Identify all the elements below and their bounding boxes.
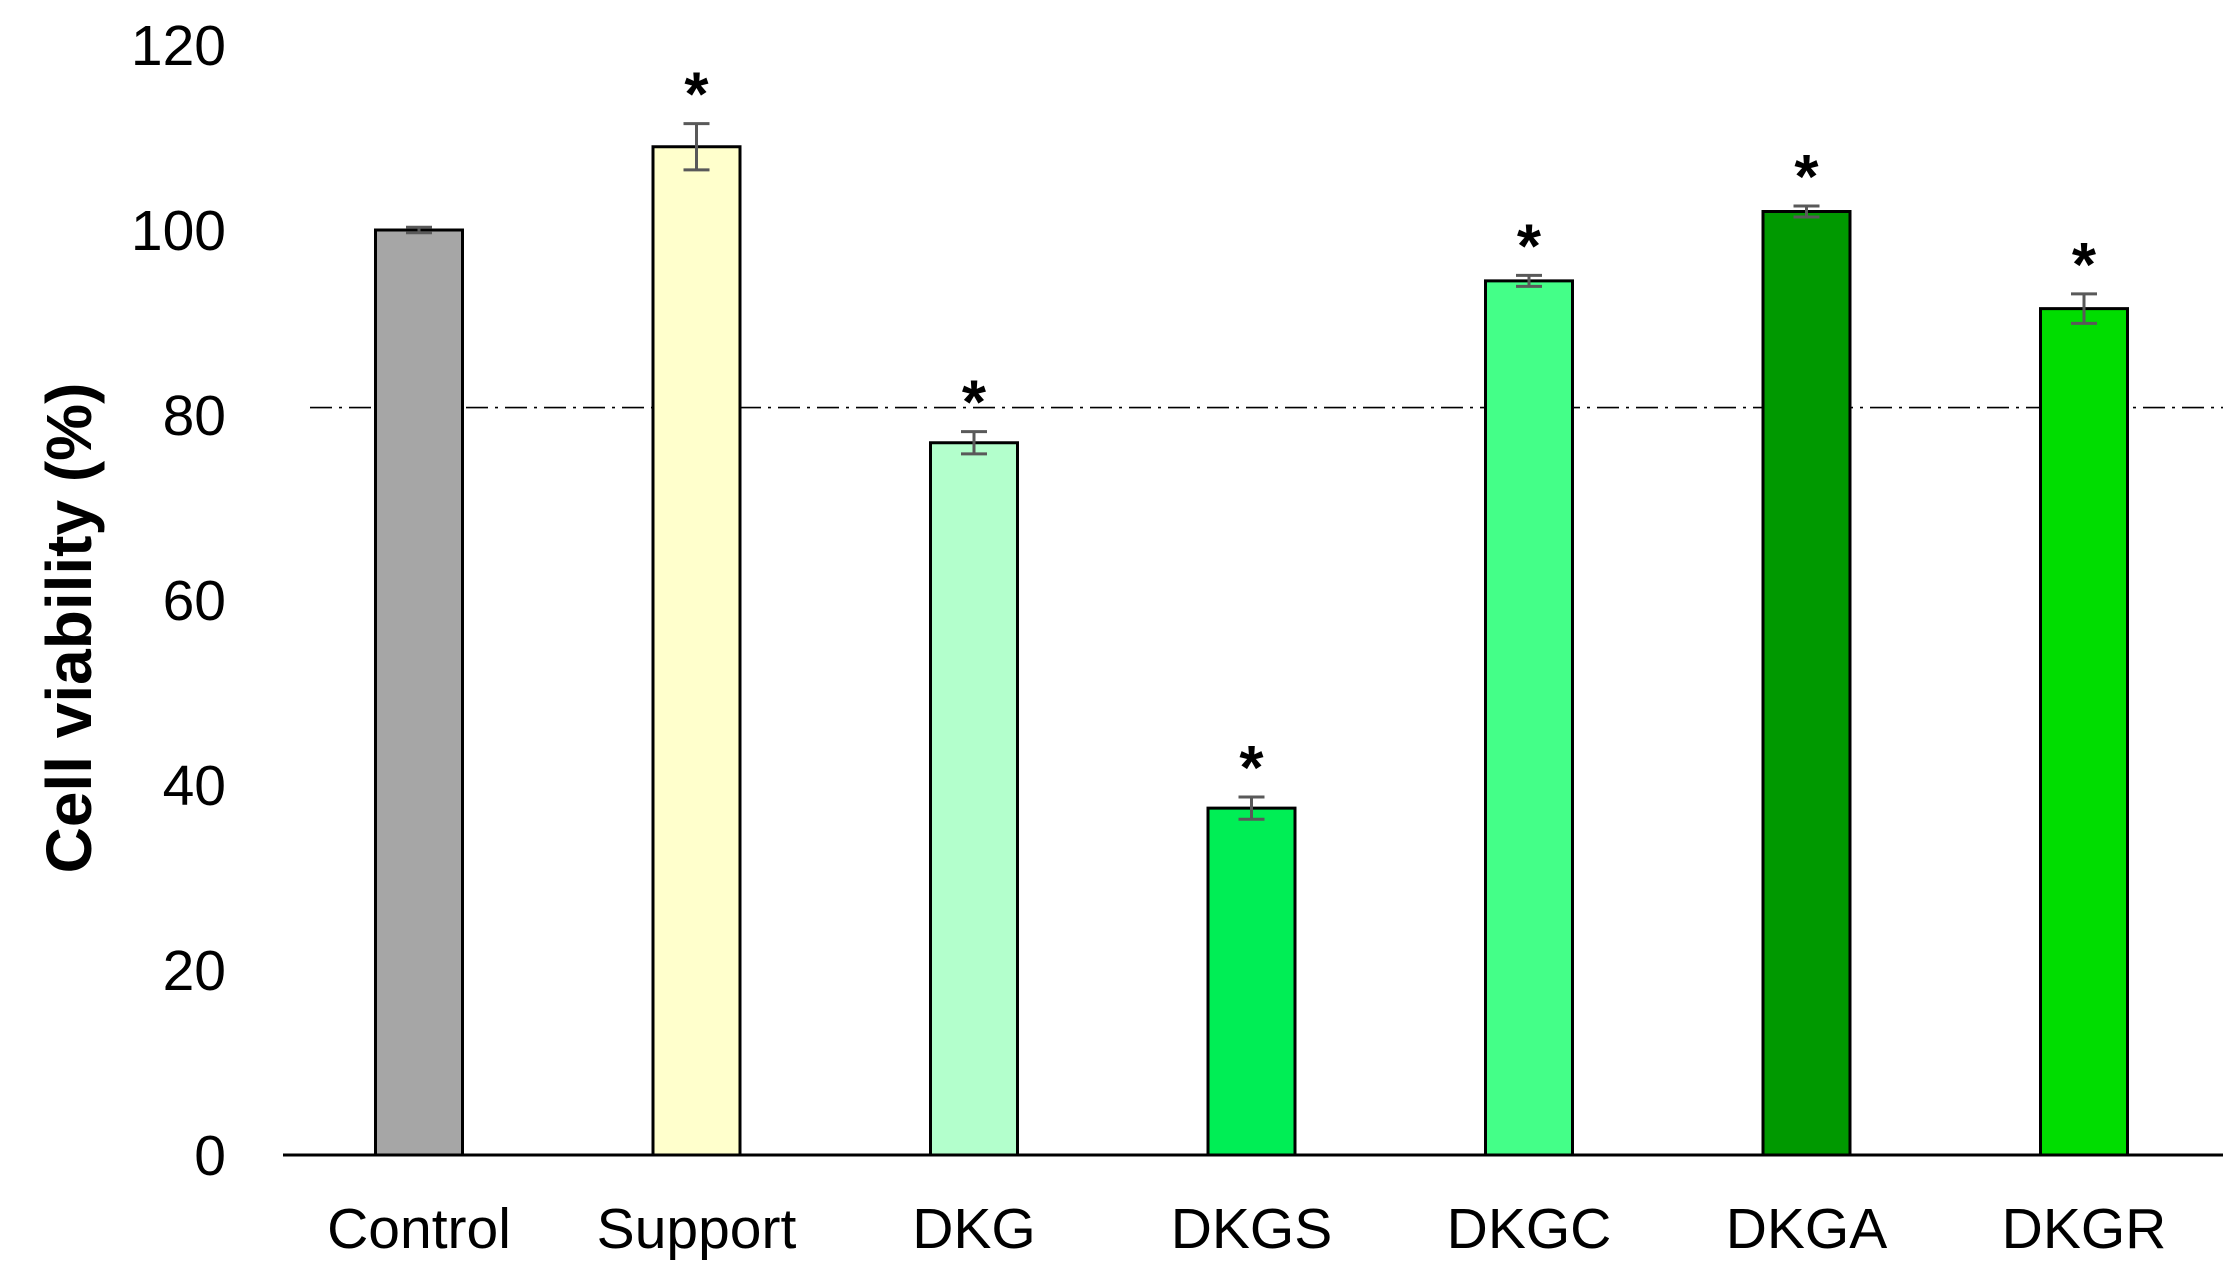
bar-dkgr (2039, 307, 2129, 1157)
y-tick-label: 40 (163, 754, 226, 818)
bar-support (651, 145, 742, 1157)
y-tick-label: 0 (194, 1124, 226, 1188)
error-bar-dkgs (1238, 795, 1265, 821)
y-tick-label: 20 (163, 939, 226, 1003)
significance-mark: * (962, 369, 987, 438)
x-axis-category-labels: Control Support DKG DKGS DKGC DKGA DKGR (327, 1197, 2166, 1261)
bars (374, 145, 2129, 1157)
significance-marks: * * * * * * (684, 61, 2097, 803)
x-tick-label-control: Control (327, 1197, 511, 1261)
y-axis-ticks: 0 20 40 60 80 100 120 (131, 14, 226, 1188)
bar-dkga (1761, 210, 1852, 1157)
error-bar-dkg (961, 430, 987, 456)
bar-control (374, 228, 464, 1157)
significance-mark: * (2072, 231, 2097, 300)
error-bar-support (683, 122, 710, 172)
bar-dkgc (1484, 279, 1574, 1157)
y-tick-label: 120 (131, 14, 226, 78)
significance-mark: * (684, 61, 709, 130)
error-bar-dkga (1793, 204, 1820, 219)
x-tick-label-dkgc: DKGC (1447, 1197, 1612, 1261)
significance-mark: * (1239, 734, 1264, 803)
error-bar-dkgr (2071, 292, 2097, 325)
x-tick-label-dkga: DKGA (1726, 1197, 1888, 1261)
error-bar-control (406, 225, 432, 235)
y-tick-label: 80 (163, 384, 226, 448)
x-tick-label-dkgs: DKGS (1171, 1197, 1333, 1261)
error-bar-dkgc (1516, 273, 1542, 288)
x-tick-label-dkg: DKG (912, 1197, 1036, 1261)
error-bars (406, 122, 2097, 821)
bar-dkgs (1206, 806, 1297, 1157)
bar-dkg (929, 441, 1019, 1157)
significance-mark: * (1794, 143, 1819, 212)
x-tick-label-dkgr: DKGR (2002, 1197, 2167, 1261)
significance-mark: * (1517, 212, 1542, 281)
y-axis-title: Cell viability (%) (33, 383, 105, 874)
x-tick-label-support: Support (597, 1197, 797, 1261)
y-tick-label: 100 (131, 199, 226, 263)
y-tick-label: 60 (163, 569, 226, 633)
